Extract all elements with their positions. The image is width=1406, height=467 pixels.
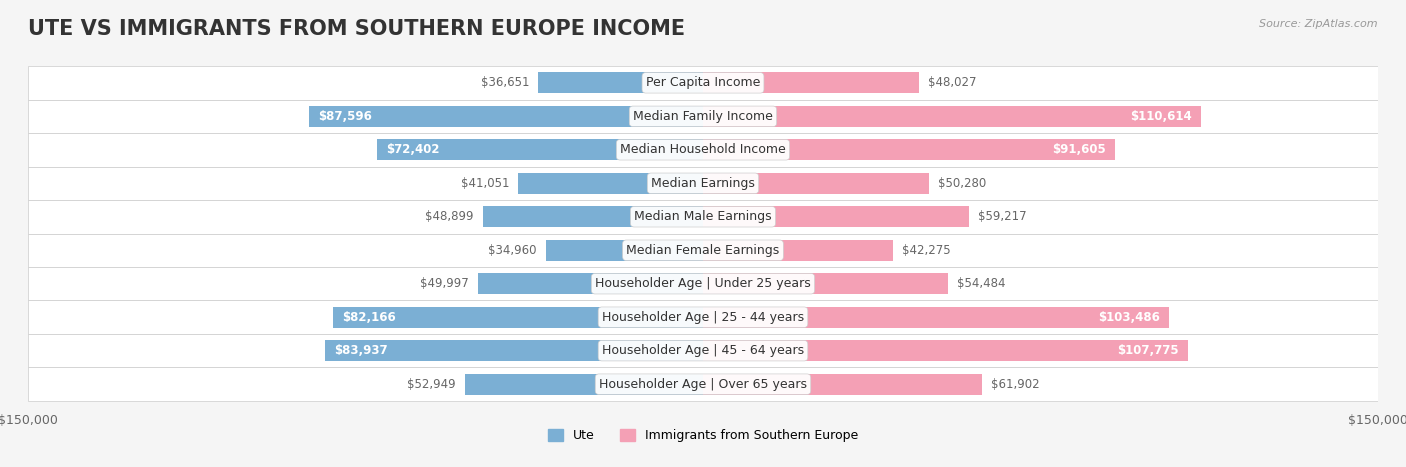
Bar [703, 206, 969, 227]
Bar [484, 206, 703, 227]
Bar [538, 72, 703, 93]
Bar [309, 106, 703, 127]
Bar [377, 140, 703, 160]
FancyBboxPatch shape [28, 200, 1378, 234]
Text: Median Household Income: Median Household Income [620, 143, 786, 156]
Bar [703, 72, 920, 93]
FancyBboxPatch shape [28, 167, 1378, 200]
Text: $41,051: $41,051 [461, 177, 509, 190]
FancyBboxPatch shape [28, 334, 1378, 368]
Bar [703, 307, 1168, 327]
Text: $49,997: $49,997 [420, 277, 470, 290]
Text: $103,486: $103,486 [1098, 311, 1160, 324]
Text: $36,651: $36,651 [481, 76, 529, 89]
Text: $82,166: $82,166 [342, 311, 396, 324]
FancyBboxPatch shape [28, 300, 1378, 334]
Legend: Ute, Immigrants from Southern Europe: Ute, Immigrants from Southern Europe [543, 425, 863, 447]
FancyBboxPatch shape [28, 133, 1378, 167]
Text: Median Earnings: Median Earnings [651, 177, 755, 190]
Bar [325, 340, 703, 361]
Text: $83,937: $83,937 [335, 344, 388, 357]
Text: Per Capita Income: Per Capita Income [645, 76, 761, 89]
Bar [703, 374, 981, 395]
Text: $91,605: $91,605 [1053, 143, 1107, 156]
Bar [333, 307, 703, 327]
Text: $72,402: $72,402 [387, 143, 440, 156]
Text: Median Female Earnings: Median Female Earnings [627, 244, 779, 257]
Text: $107,775: $107,775 [1118, 344, 1178, 357]
Text: Median Male Earnings: Median Male Earnings [634, 210, 772, 223]
Text: $48,027: $48,027 [928, 76, 977, 89]
Bar [546, 240, 703, 261]
Text: UTE VS IMMIGRANTS FROM SOUTHERN EUROPE INCOME: UTE VS IMMIGRANTS FROM SOUTHERN EUROPE I… [28, 19, 685, 39]
Bar [703, 273, 948, 294]
FancyBboxPatch shape [28, 234, 1378, 267]
Text: $54,484: $54,484 [957, 277, 1005, 290]
Bar [703, 140, 1115, 160]
Text: $34,960: $34,960 [488, 244, 537, 257]
Text: $87,596: $87,596 [318, 110, 371, 123]
Text: Householder Age | 25 - 44 years: Householder Age | 25 - 44 years [602, 311, 804, 324]
FancyBboxPatch shape [28, 368, 1378, 401]
FancyBboxPatch shape [28, 99, 1378, 133]
Text: $61,902: $61,902 [990, 378, 1039, 391]
Bar [703, 340, 1188, 361]
Bar [703, 106, 1201, 127]
Bar [703, 240, 893, 261]
Bar [519, 173, 703, 194]
Text: Householder Age | Under 25 years: Householder Age | Under 25 years [595, 277, 811, 290]
FancyBboxPatch shape [28, 267, 1378, 300]
Text: Householder Age | 45 - 64 years: Householder Age | 45 - 64 years [602, 344, 804, 357]
Text: Source: ZipAtlas.com: Source: ZipAtlas.com [1260, 19, 1378, 28]
Text: $110,614: $110,614 [1130, 110, 1192, 123]
Text: $50,280: $50,280 [938, 177, 987, 190]
Text: $42,275: $42,275 [903, 244, 950, 257]
Text: $48,899: $48,899 [426, 210, 474, 223]
Bar [465, 374, 703, 395]
FancyBboxPatch shape [28, 66, 1378, 99]
Bar [478, 273, 703, 294]
Text: Householder Age | Over 65 years: Householder Age | Over 65 years [599, 378, 807, 391]
Bar [703, 173, 929, 194]
Text: Median Family Income: Median Family Income [633, 110, 773, 123]
Text: $59,217: $59,217 [979, 210, 1026, 223]
Text: $52,949: $52,949 [408, 378, 456, 391]
